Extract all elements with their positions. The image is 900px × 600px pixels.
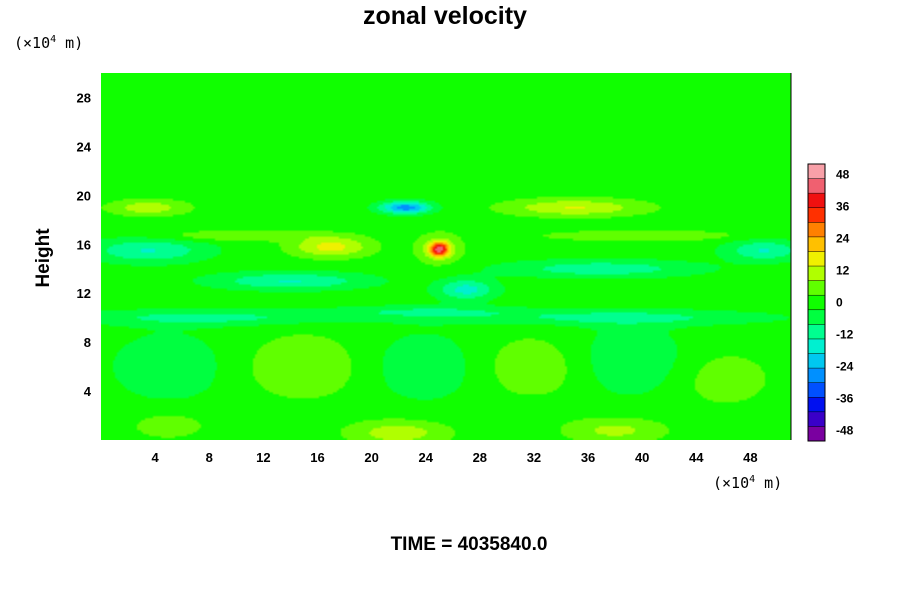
colorbar-tick-label: 12: [836, 264, 850, 278]
x-tick-label: 4: [152, 450, 160, 465]
x-tick-label: 20: [364, 450, 378, 465]
colorbar-segment: [808, 280, 825, 296]
y-tick-label: 20: [77, 188, 91, 203]
colorbar-segment: [808, 236, 825, 252]
y-axis-unit: (×104 m): [14, 34, 83, 52]
plot-area: [101, 73, 792, 440]
colorbar-segment: [808, 178, 825, 194]
colorbar-segment: [808, 207, 825, 223]
y-tick-label: 12: [77, 286, 91, 301]
colorbar-frame: [807, 163, 826, 442]
colorbar-segment: [808, 353, 825, 369]
colorbar-segment: [808, 397, 825, 413]
x-tick-label: 40: [635, 450, 649, 465]
y-unit-suffix: m): [56, 34, 83, 52]
colorbar-tick-label: 24: [836, 232, 850, 246]
x-unit-suffix: m): [755, 474, 782, 492]
heatmap-field: [101, 73, 791, 440]
colorbar-tick-label: 36: [836, 200, 850, 214]
x-tick-label: 32: [527, 450, 541, 465]
colorbar-segment: [808, 164, 825, 179]
colorbar-tick-label: -36: [836, 391, 854, 405]
x-tick-label: 36: [581, 450, 595, 465]
colorbar-tick-label: -12: [836, 327, 854, 341]
x-tick-labels: 4 8 12 16 20 24 28 32 36 40 44 48: [152, 450, 758, 465]
x-axis-unit: (×104 m): [713, 474, 782, 492]
x-tick-label: 12: [256, 450, 270, 465]
x-tick-label: 48: [743, 450, 757, 465]
y-axis-label: Height: [33, 228, 54, 288]
y-tick-label: 4: [84, 384, 92, 399]
colorbar-segment: [808, 411, 825, 427]
colorbar-segment: [808, 368, 825, 383]
chart-title: zonal velocity: [363, 2, 527, 30]
x-tick-label: 8: [206, 450, 213, 465]
colorbar-tick-label: -48: [836, 423, 854, 437]
x-tick-label: 16: [310, 450, 324, 465]
time-label: TIME = 4035840.0: [391, 534, 548, 555]
x-unit-exponent: 4: [749, 474, 755, 485]
colorbar-segment: [808, 222, 825, 238]
y-unit-exponent: 4: [50, 34, 56, 45]
y-tick-label: 8: [84, 335, 91, 350]
y-tick-label: 16: [77, 237, 91, 252]
colorbar: [807, 163, 826, 442]
colorbar-segment: [808, 324, 825, 340]
x-tick-label: 44: [689, 450, 704, 465]
colorbar-segment: [808, 251, 825, 267]
colorbar-segment: [808, 382, 825, 398]
y-tick-label: 24: [77, 139, 92, 154]
colorbar-segment: [808, 193, 825, 209]
colorbar-segment: [808, 266, 825, 281]
colorbar-segment: [808, 338, 825, 354]
colorbar-tick-labels: 48 36 24 12 0 -12 -24 -36 -48: [836, 168, 854, 438]
colorbar-tick-label: 0: [836, 296, 843, 310]
y-tick-labels: 4 8 12 16 20 24 28: [77, 90, 92, 399]
x-tick-label: 24: [418, 450, 433, 465]
y-tick-label: 28: [77, 90, 91, 105]
x-unit-prefix: (×10: [713, 474, 749, 492]
colorbar-segment: [808, 309, 825, 325]
colorbar-segment: [808, 295, 825, 311]
colorbar-segment: [808, 426, 825, 442]
colorbar-tick-label: 48: [836, 168, 850, 182]
y-unit-prefix: (×10: [14, 34, 50, 52]
colorbar-tick-label: -24: [836, 359, 854, 373]
x-tick-label: 28: [473, 450, 487, 465]
